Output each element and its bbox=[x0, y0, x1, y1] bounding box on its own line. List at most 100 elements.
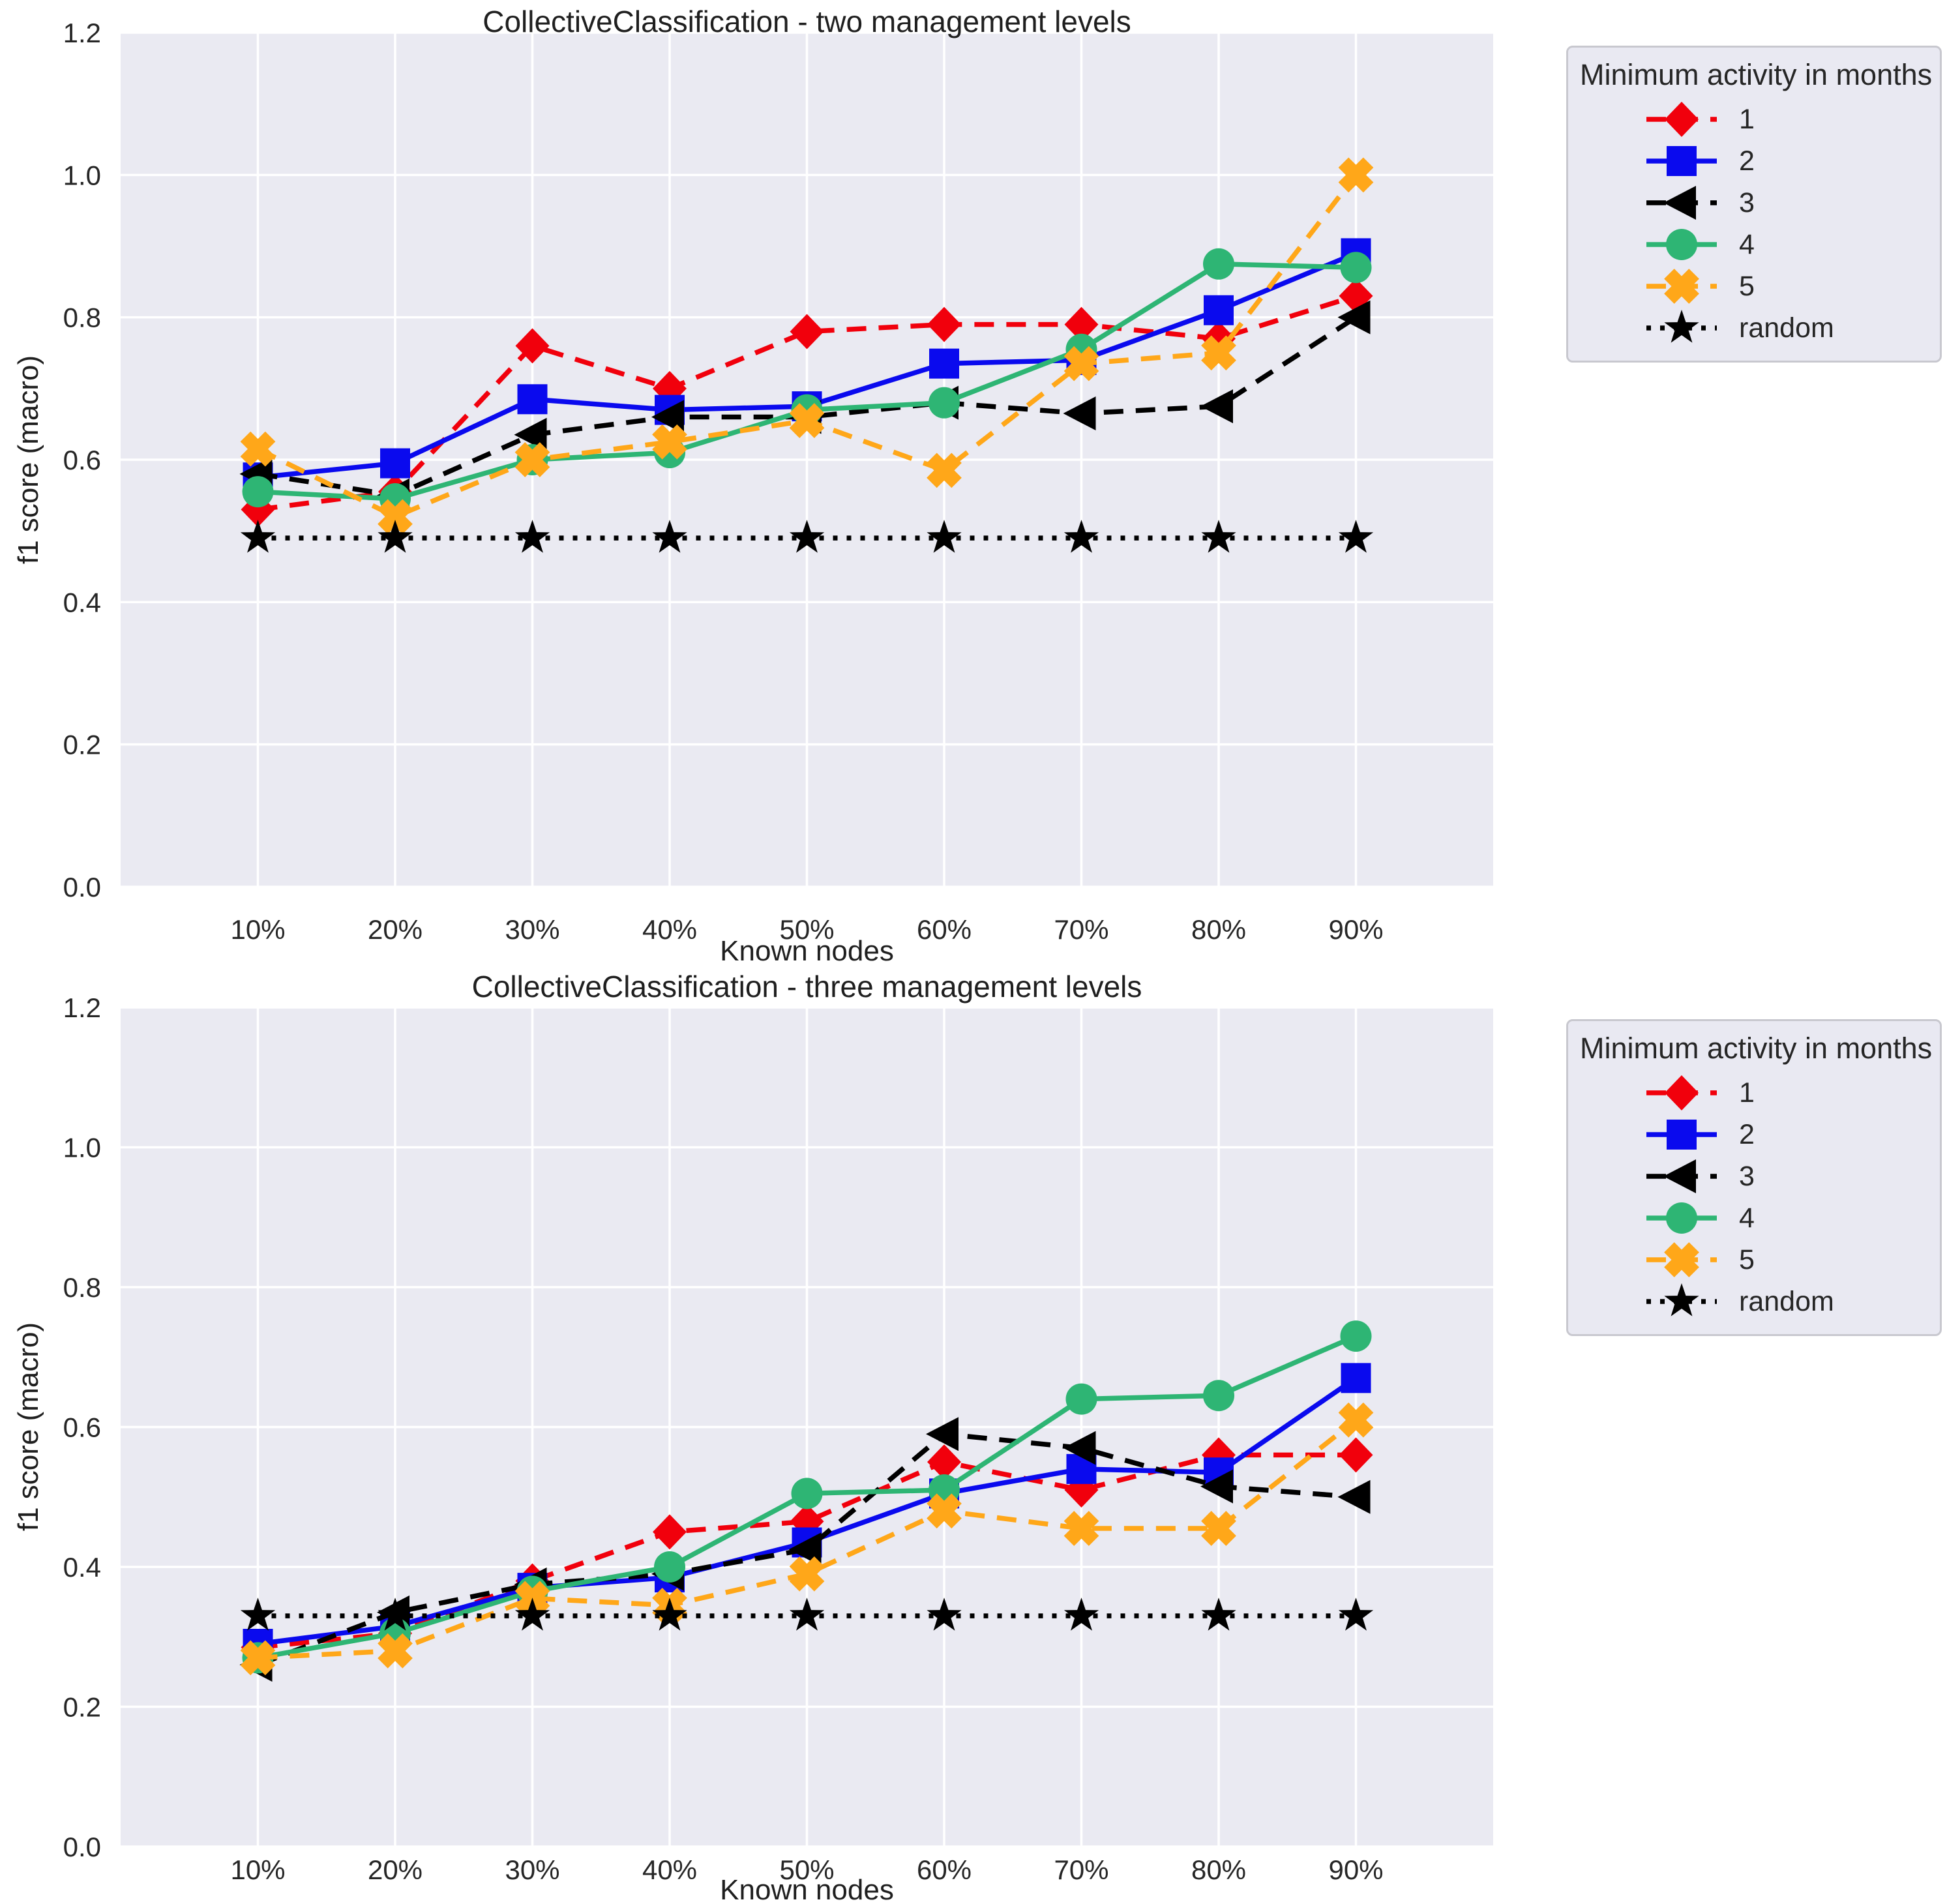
x-marker-icon bbox=[1201, 1511, 1236, 1546]
legend-entry-2: 2 bbox=[1580, 140, 1928, 182]
legend-entry-label: 3 bbox=[1739, 186, 1755, 218]
y-tick-label: 0.6 bbox=[63, 445, 101, 475]
legend-entry-label: 1 bbox=[1739, 103, 1755, 135]
y-tick-label: 0.8 bbox=[63, 1272, 101, 1303]
plot-area-0: 0.0 0.2 0.4 0.6 0.8 1.0 1.2 10% 20% 30% 40% 50% 60% 7… bbox=[63, 18, 1493, 945]
x-tick-label: 80% bbox=[1191, 914, 1246, 945]
star-marker-icon bbox=[652, 520, 687, 553]
y-tick-label: 0.8 bbox=[63, 303, 101, 333]
x-axis-label-top: Known nodes bbox=[720, 935, 894, 967]
star-marker-icon bbox=[1201, 1598, 1236, 1631]
y-tick-label: 0.0 bbox=[63, 1832, 101, 1862]
triangle-left-marker-icon bbox=[514, 417, 547, 452]
series-line-3 bbox=[257, 315, 1358, 498]
star-marker-icon bbox=[378, 520, 413, 553]
x-tick-label: 50% bbox=[779, 1854, 834, 1885]
legend-sample bbox=[1646, 186, 1717, 220]
x-marker-icon bbox=[1338, 157, 1374, 193]
star-marker-icon bbox=[789, 520, 825, 553]
legend-entry-label: 5 bbox=[1739, 270, 1755, 302]
star-marker-icon bbox=[927, 1598, 962, 1631]
y-axis-label-top: f1 score (macro) bbox=[12, 355, 44, 565]
x-marker-icon bbox=[1338, 1402, 1374, 1438]
legend-entry-label: random bbox=[1739, 312, 1834, 344]
star-marker-icon bbox=[1664, 1283, 1699, 1316]
star-marker-icon bbox=[1664, 310, 1699, 343]
square-marker-icon bbox=[929, 348, 959, 379]
legend-sample bbox=[1646, 1075, 1717, 1110]
legend-sample bbox=[1646, 1159, 1717, 1193]
legend-entry-3: 3 bbox=[1580, 1155, 1928, 1197]
triangle-left-marker-icon bbox=[651, 400, 684, 434]
diamond-marker-icon bbox=[790, 314, 824, 350]
triangle-left-marker-icon bbox=[1663, 186, 1696, 220]
x-marker-icon bbox=[378, 499, 413, 535]
legend-entry-random: random bbox=[1580, 307, 1928, 349]
star-marker-icon bbox=[1338, 1598, 1374, 1631]
x-tick-label: 30% bbox=[505, 914, 559, 945]
y-tick-label: 0.0 bbox=[63, 872, 101, 902]
x-marker-icon bbox=[1664, 269, 1699, 304]
x-marker-icon bbox=[514, 442, 550, 477]
y-tick-label: 1.2 bbox=[63, 18, 101, 48]
y-axis-label-bottom: f1 score (macro) bbox=[12, 1322, 44, 1532]
y-tick-label: 0.4 bbox=[63, 587, 101, 617]
star-marker-icon bbox=[378, 1598, 413, 1631]
y-tick-label: 1.0 bbox=[63, 1133, 101, 1163]
x-tick-label: 30% bbox=[505, 1854, 559, 1885]
x-marker-icon bbox=[652, 424, 687, 460]
triangle-left-marker-icon bbox=[926, 1417, 959, 1451]
circle-marker-icon bbox=[791, 1478, 823, 1510]
legend-entry-2: 2 bbox=[1580, 1114, 1928, 1155]
legend-title: Minimum activity in months bbox=[1580, 58, 1933, 91]
star-marker-icon bbox=[240, 520, 276, 553]
square-marker-icon bbox=[1667, 146, 1697, 176]
x-marker-icon bbox=[240, 431, 276, 467]
legend-entry-5: 5 bbox=[1580, 265, 1928, 307]
square-marker-icon bbox=[1066, 1453, 1097, 1484]
star-marker-icon bbox=[1201, 520, 1236, 553]
triangle-left-marker-icon bbox=[1063, 396, 1096, 431]
x-tick-label: 60% bbox=[917, 914, 972, 945]
star-marker-icon bbox=[1338, 520, 1374, 553]
legend-title: Minimum activity in months bbox=[1580, 1032, 1933, 1065]
legend-entries: 1 2 3 4 5 random bbox=[1580, 98, 1928, 349]
x-tick-label: 10% bbox=[230, 1854, 285, 1885]
triangle-left-marker-icon bbox=[1663, 1159, 1696, 1193]
x-tick-label: 50% bbox=[779, 914, 834, 945]
x-tick-label: 20% bbox=[368, 1854, 423, 1885]
x-tick-label: 70% bbox=[1054, 1854, 1108, 1885]
legend-entry-label: 2 bbox=[1739, 145, 1755, 177]
triangle-left-marker-icon bbox=[1063, 1431, 1096, 1465]
legend-entry-3: 3 bbox=[1580, 182, 1928, 224]
triangle-left-marker-icon bbox=[1337, 1480, 1371, 1514]
x-tick-label: 80% bbox=[1191, 1854, 1246, 1885]
circle-marker-icon bbox=[929, 387, 960, 419]
diamond-marker-icon bbox=[1339, 1437, 1373, 1473]
star-marker-icon bbox=[652, 1598, 687, 1631]
square-marker-icon bbox=[1341, 1363, 1371, 1393]
legend-entry-random: random bbox=[1580, 1281, 1928, 1322]
diamond-marker-icon bbox=[927, 306, 961, 342]
x-marker-icon bbox=[789, 403, 825, 438]
legend-entry-4: 4 bbox=[1580, 224, 1928, 265]
chart-title-three-levels: CollectiveClassification - three managem… bbox=[471, 970, 1142, 1004]
legend-entry-4: 4 bbox=[1580, 1197, 1928, 1239]
x-tick-label: 40% bbox=[642, 1854, 697, 1885]
y-tick-label: 1.0 bbox=[63, 160, 101, 190]
diamond-marker-icon bbox=[653, 1514, 687, 1550]
legend-box-top: Minimum activity in months 1 2 3 4 5 random bbox=[1566, 46, 1942, 363]
legend-entry-1: 1 bbox=[1580, 1072, 1928, 1114]
legend-sample bbox=[1646, 1120, 1717, 1150]
x-tick-label: 40% bbox=[642, 914, 697, 945]
legend-entries: 1 2 3 4 5 random bbox=[1580, 1072, 1928, 1322]
star-marker-icon bbox=[789, 1598, 825, 1631]
diamond-marker-icon bbox=[515, 328, 550, 364]
diamond-marker-icon bbox=[927, 1444, 961, 1480]
star-marker-icon bbox=[1063, 520, 1099, 553]
square-marker-icon bbox=[1667, 1120, 1697, 1150]
legend-sample bbox=[1646, 102, 1717, 137]
chart-title-two-levels: CollectiveClassification - two managemen… bbox=[483, 5, 1131, 38]
